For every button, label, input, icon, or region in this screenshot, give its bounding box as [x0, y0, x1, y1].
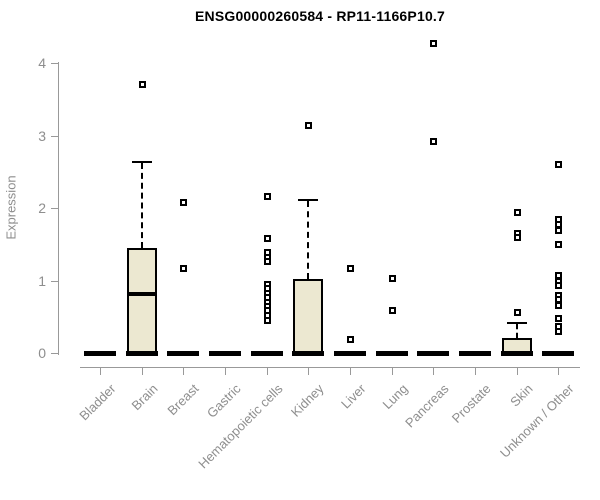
outlier-point [180, 199, 188, 207]
outlier-point [263, 235, 271, 243]
outlier-point [138, 81, 146, 89]
whisker-cap [506, 321, 527, 324]
outlier-point [555, 226, 563, 234]
zero-bar [500, 351, 533, 356]
zero-bar [417, 351, 450, 356]
outlier-point [555, 302, 563, 310]
outlier-point [430, 137, 438, 145]
zero-bar [458, 351, 491, 356]
zero-bar [375, 351, 408, 356]
zero-bar [125, 351, 158, 356]
x-tick [266, 367, 268, 375]
median-line [126, 292, 157, 297]
y-axis-line [58, 62, 59, 355]
outlier-point [263, 316, 271, 324]
whisker-cap [298, 198, 319, 201]
y-tick [51, 63, 58, 64]
x-tick [433, 367, 435, 375]
outlier-point [305, 121, 313, 129]
x-tick [308, 367, 310, 375]
outlier-point [388, 306, 396, 314]
x-tick [516, 367, 518, 375]
y-tick [51, 208, 58, 209]
x-tick [141, 367, 143, 375]
x-tick [558, 367, 560, 375]
x-axis-line [80, 367, 580, 368]
zero-bar [542, 351, 575, 356]
x-tick [474, 367, 476, 375]
whisker-cap [131, 160, 152, 163]
outlier-point [555, 241, 563, 249]
outlier-point [513, 309, 521, 317]
outlier-point [430, 40, 438, 48]
zero-bar [167, 351, 200, 356]
outlier-point [180, 265, 188, 273]
zero-bar [208, 351, 241, 356]
y-tick [51, 353, 58, 354]
outlier-point [263, 192, 271, 200]
zero-bar [84, 351, 116, 356]
outlier-point [513, 209, 521, 217]
y-tick [51, 135, 58, 137]
box [126, 247, 157, 353]
y-tick [51, 280, 58, 282]
y-axis-title: Expression [3, 175, 19, 240]
chart-title: ENSG00000260584 - RP11-1166P10.7 [194, 8, 446, 24]
outlier-point [555, 281, 563, 289]
box [293, 279, 324, 353]
whisker-line [515, 323, 518, 338]
outlier-point [346, 265, 354, 273]
x-tick [183, 367, 185, 375]
outlier-point [555, 327, 563, 335]
whisker-line [307, 200, 310, 280]
whisker-line [140, 162, 143, 248]
outlier-point [388, 274, 396, 282]
outlier-point [513, 234, 521, 241]
outlier-point [346, 336, 354, 344]
y-tick-label: 2 [38, 200, 46, 216]
x-tick [349, 367, 351, 375]
zero-bar [333, 351, 366, 356]
y-tick-label: 0 [38, 345, 46, 361]
y-tick-label: 3 [38, 127, 46, 144]
zero-bar [250, 351, 283, 356]
y-tick-label: 1 [38, 272, 46, 289]
outlier-point [555, 315, 563, 323]
outlier-point [555, 160, 563, 168]
y-tick-label: 4 [38, 55, 46, 71]
outlier-point [263, 257, 271, 265]
x-tick [100, 367, 101, 375]
zero-bar [292, 351, 325, 356]
x-tick [391, 367, 393, 375]
x-tick [224, 367, 226, 375]
